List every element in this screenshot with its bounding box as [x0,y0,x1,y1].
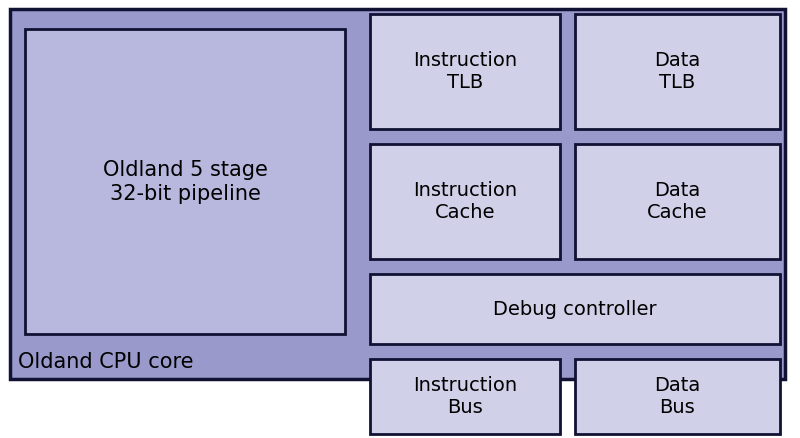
Text: Data
TLB: Data TLB [654,51,700,92]
Bar [370,359,560,434]
Text: Oldland 5 stage
32-bit pipeline: Oldland 5 stage 32-bit pipeline [102,160,267,203]
Text: Data
Cache: Data Cache [646,181,707,222]
Text: Instruction
Cache: Instruction Cache [413,181,517,222]
Text: Instruction
Bus: Instruction Bus [413,376,517,417]
Bar [25,30,345,334]
Bar [370,15,560,130]
Bar [575,15,780,130]
Text: Data
Bus: Data Bus [654,376,700,417]
Bar [575,359,780,434]
Bar [370,274,780,344]
Bar [10,10,785,379]
Bar [575,145,780,259]
Text: Oldand CPU core: Oldand CPU core [18,351,194,371]
Text: Debug controller: Debug controller [493,300,657,319]
Bar [370,145,560,259]
Text: Instruction
TLB: Instruction TLB [413,51,517,92]
